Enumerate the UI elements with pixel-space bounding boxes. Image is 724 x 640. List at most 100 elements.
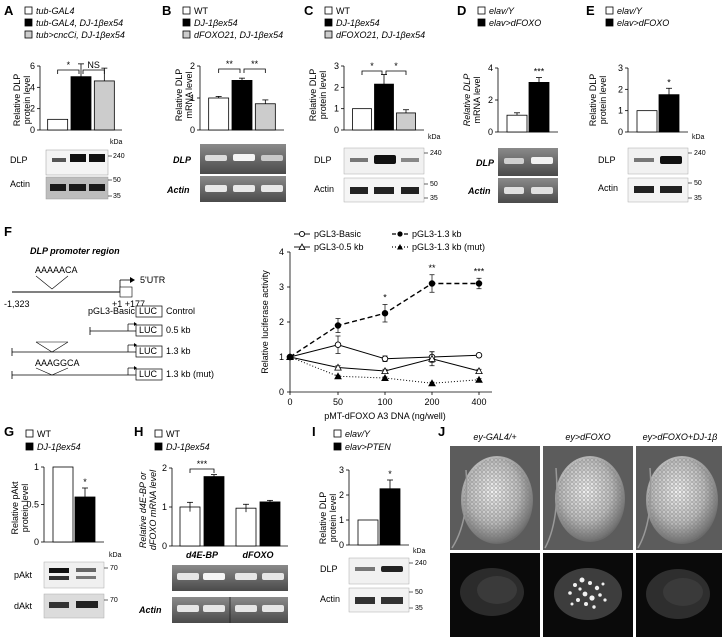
y-tick-label-a-3: 6 — [30, 61, 35, 71]
fluorescence-disc-dfoxo — [543, 553, 633, 637]
eye-title-1: ey>dFOXO — [565, 432, 610, 442]
utr-label: 5'UTR — [140, 275, 166, 285]
band-label-e-actin: Actin — [598, 183, 618, 193]
sig-bracket-b-0 — [218, 68, 241, 73]
kda-label-i: kDa — [413, 548, 426, 555]
point-f-2-3 — [428, 280, 436, 287]
sig-label-e-0: * — [667, 77, 671, 87]
legend-label-d-0: elav/Y — [489, 6, 515, 16]
panel-i: I elav/Y elav>PTEN 0 1 2 3 * Relative DLP pr… — [312, 424, 427, 613]
panel-j: J ey-GAL4/+ ey>dFOXO ey>dFOXO+DJ-1β — [438, 424, 722, 637]
category-label-h-1: dFOXO — [243, 550, 274, 560]
y-tick-label-h-2: 2 — [162, 463, 167, 473]
y-tick-label-h-1: 1 — [162, 502, 167, 512]
panel-c: C WT DJ-1βex54 dFOXO21, DJ-1βex54 0 1 2 3 * *… — [304, 3, 442, 203]
y-tick-label-f-3: 3 — [279, 282, 284, 292]
y-axis-label-b-1: Relative DLP — [174, 69, 184, 122]
legend-label-b-1: DJ-1βex54 — [194, 18, 238, 28]
bar-d-1 — [528, 82, 550, 133]
bar-h-1-0 — [235, 507, 257, 547]
marker-i-35: 35 — [415, 605, 423, 612]
panel-f: F DLP promoter region AAAAACA 5'UTR -1,3… — [4, 224, 492, 421]
legend-label-i-0: elav/Y — [345, 429, 371, 439]
point-f-0-2 — [381, 355, 389, 363]
y-tick-label-g-2: 1 — [34, 462, 39, 472]
bar-chart-g: 0 0.5 1 * — [26, 462, 104, 547]
panel-letter-e: E — [586, 3, 595, 18]
sig-label-c-0: * — [370, 61, 374, 71]
sem-eye-dfoxo — [543, 446, 633, 550]
y-tick-label-c-0: 0 — [334, 125, 339, 135]
y-axis-label-h-2: dFOXO mRNA level — [148, 469, 158, 550]
bar-a-1 — [70, 76, 92, 131]
y-tick-label-g-1: 0.5 — [26, 500, 39, 510]
marker-a-35: 35 — [113, 193, 121, 200]
x-tick-label-f-3: 200 — [424, 397, 439, 407]
blot-a-dlp — [45, 149, 109, 176]
y-axis-label-b-2: mRNA level — [184, 71, 194, 118]
marker-c-50: 50 — [430, 181, 438, 188]
sig-label-f-1: ** — [428, 263, 436, 273]
legend-swatch-a-0 — [24, 6, 33, 15]
gel-label-d-dlp: DLP — [476, 158, 495, 168]
legend-swatch-b-1 — [182, 18, 191, 27]
category-label-h-0: d4E-BP — [186, 550, 219, 560]
kda-label-g: kDa — [109, 552, 122, 559]
bar-c-2 — [396, 112, 416, 131]
legend-label-c-0: WT — [336, 6, 350, 16]
marker-a-50: 50 — [113, 177, 121, 184]
y-axis-label-d-1: Relative DLP — [462, 74, 472, 127]
promoter-seq-wt: AAAAACA — [35, 265, 78, 275]
sig-label-b-1: ** — [251, 59, 259, 69]
legend-label-c-2: dFOXO21, DJ-1βex54 — [336, 30, 425, 40]
y-axis-label-h-1: Relative d4E-BP or — [138, 471, 148, 548]
fluorescence-disc-control — [450, 553, 540, 637]
band-label-c-actin: Actin — [314, 184, 334, 194]
band-label-i-actin: Actin — [320, 594, 340, 604]
y-tick-label-c-2: 2 — [334, 82, 339, 92]
y-axis-label-e-1: Relative DLP — [588, 74, 598, 127]
legend-label-a-0: tub-GAL4 — [36, 6, 75, 16]
point-f-1-3 — [428, 354, 436, 362]
legend-label-f-3: pGL3-1.3 kb (mut) — [412, 242, 485, 252]
band-a-actin-2 — [69, 184, 86, 191]
bar-h-0-1 — [203, 476, 225, 547]
y-tick-label-f-2: 2 — [279, 317, 284, 327]
bar-c-0 — [352, 108, 372, 131]
sig-label-i-0: * — [388, 469, 392, 479]
sem-eye-control — [450, 446, 540, 550]
y-tick-label-i-2: 2 — [339, 490, 344, 500]
marker-g-70-a: 70 — [110, 565, 118, 572]
y-tick-label-c-3: 3 — [334, 61, 339, 71]
eye-title-0: ey-GAL4/+ — [473, 432, 516, 442]
y-tick-label-e-3: 3 — [618, 63, 623, 73]
marker-e-35: 35 — [694, 195, 702, 202]
y-tick-label-d-0: 0 — [488, 127, 493, 137]
point-f-3-3 — [428, 379, 436, 387]
band-a-dlp-1 — [52, 158, 66, 162]
band-a-actin-3 — [89, 184, 105, 191]
legend-label-g-1: DJ-1βex54 — [37, 442, 81, 452]
point-f-1-2 — [381, 366, 389, 375]
panel-letter-g: G — [4, 424, 14, 439]
y-tick-label-h-0: 0 — [162, 541, 167, 551]
kda-label-c: kDa — [428, 134, 441, 141]
band-label-e-dlp: DLP — [598, 155, 616, 165]
panel-letter-i: I — [312, 424, 316, 439]
promoter-seq-mut: AAAGGCA — [35, 358, 80, 368]
bar-g-0 — [52, 466, 74, 543]
sig-bracket-a-0 — [57, 69, 80, 74]
y-tick-label-i-0: 0 — [339, 540, 344, 550]
gel-label-b-actin: Actin — [166, 185, 190, 195]
construct-label-2: 1.3 kb — [166, 346, 191, 356]
marker-e-240: 240 — [694, 150, 706, 157]
y-axis-label-e-2: protein level — [598, 76, 608, 125]
legend-label-f-2: pGL3-0.5 kb — [314, 242, 364, 252]
legend-label-f-0: pGL3-Basic — [314, 229, 362, 239]
legend-label-f-1: pGL3-1.3 kb — [412, 229, 462, 239]
y-tick-label-f-0: 0 — [279, 387, 284, 397]
legend-label-b-0: WT — [194, 6, 208, 16]
legend-label-a-1: tub-GAL4, DJ-1βex54 — [36, 18, 123, 28]
y-tick-label-d-1: 2 — [488, 95, 493, 105]
